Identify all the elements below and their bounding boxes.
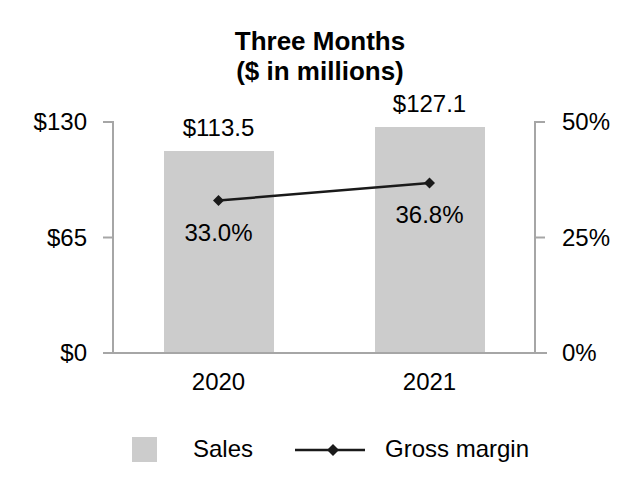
right-tick-label-25: 25%: [562, 225, 640, 251]
diamond-marker-2021: [424, 177, 435, 188]
category-label-2020: 2020: [149, 369, 289, 395]
left-tick-label-130: $130: [7, 109, 87, 135]
left-tick-label-65: $65: [7, 225, 87, 251]
gross-margin-line: [219, 183, 430, 201]
gross-margin-value-label-2021: 36.8%: [360, 202, 500, 228]
right-tick-label-50: 50%: [562, 109, 640, 135]
chart-canvas: Three Months ($ in millions) $113.5$127.…: [0, 0, 640, 500]
legend-label-gross-margin: Gross margin: [385, 436, 529, 462]
legend-label-sales: Sales: [193, 436, 253, 462]
gross-margin-value-label-2020: 33.0%: [149, 220, 289, 246]
diamond-marker-2020: [213, 195, 224, 206]
sales-value-label-2021: $127.1: [360, 91, 500, 117]
plot-area: [0, 0, 640, 500]
category-label-2021: 2021: [360, 369, 500, 395]
legend-swatch-sales: [132, 437, 157, 462]
legend-marker-gross-margin: [293, 441, 367, 459]
left-tick-label-0: $0: [7, 340, 87, 366]
right-tick-label-0: 0%: [562, 340, 640, 366]
sales-value-label-2020: $113.5: [149, 115, 289, 141]
